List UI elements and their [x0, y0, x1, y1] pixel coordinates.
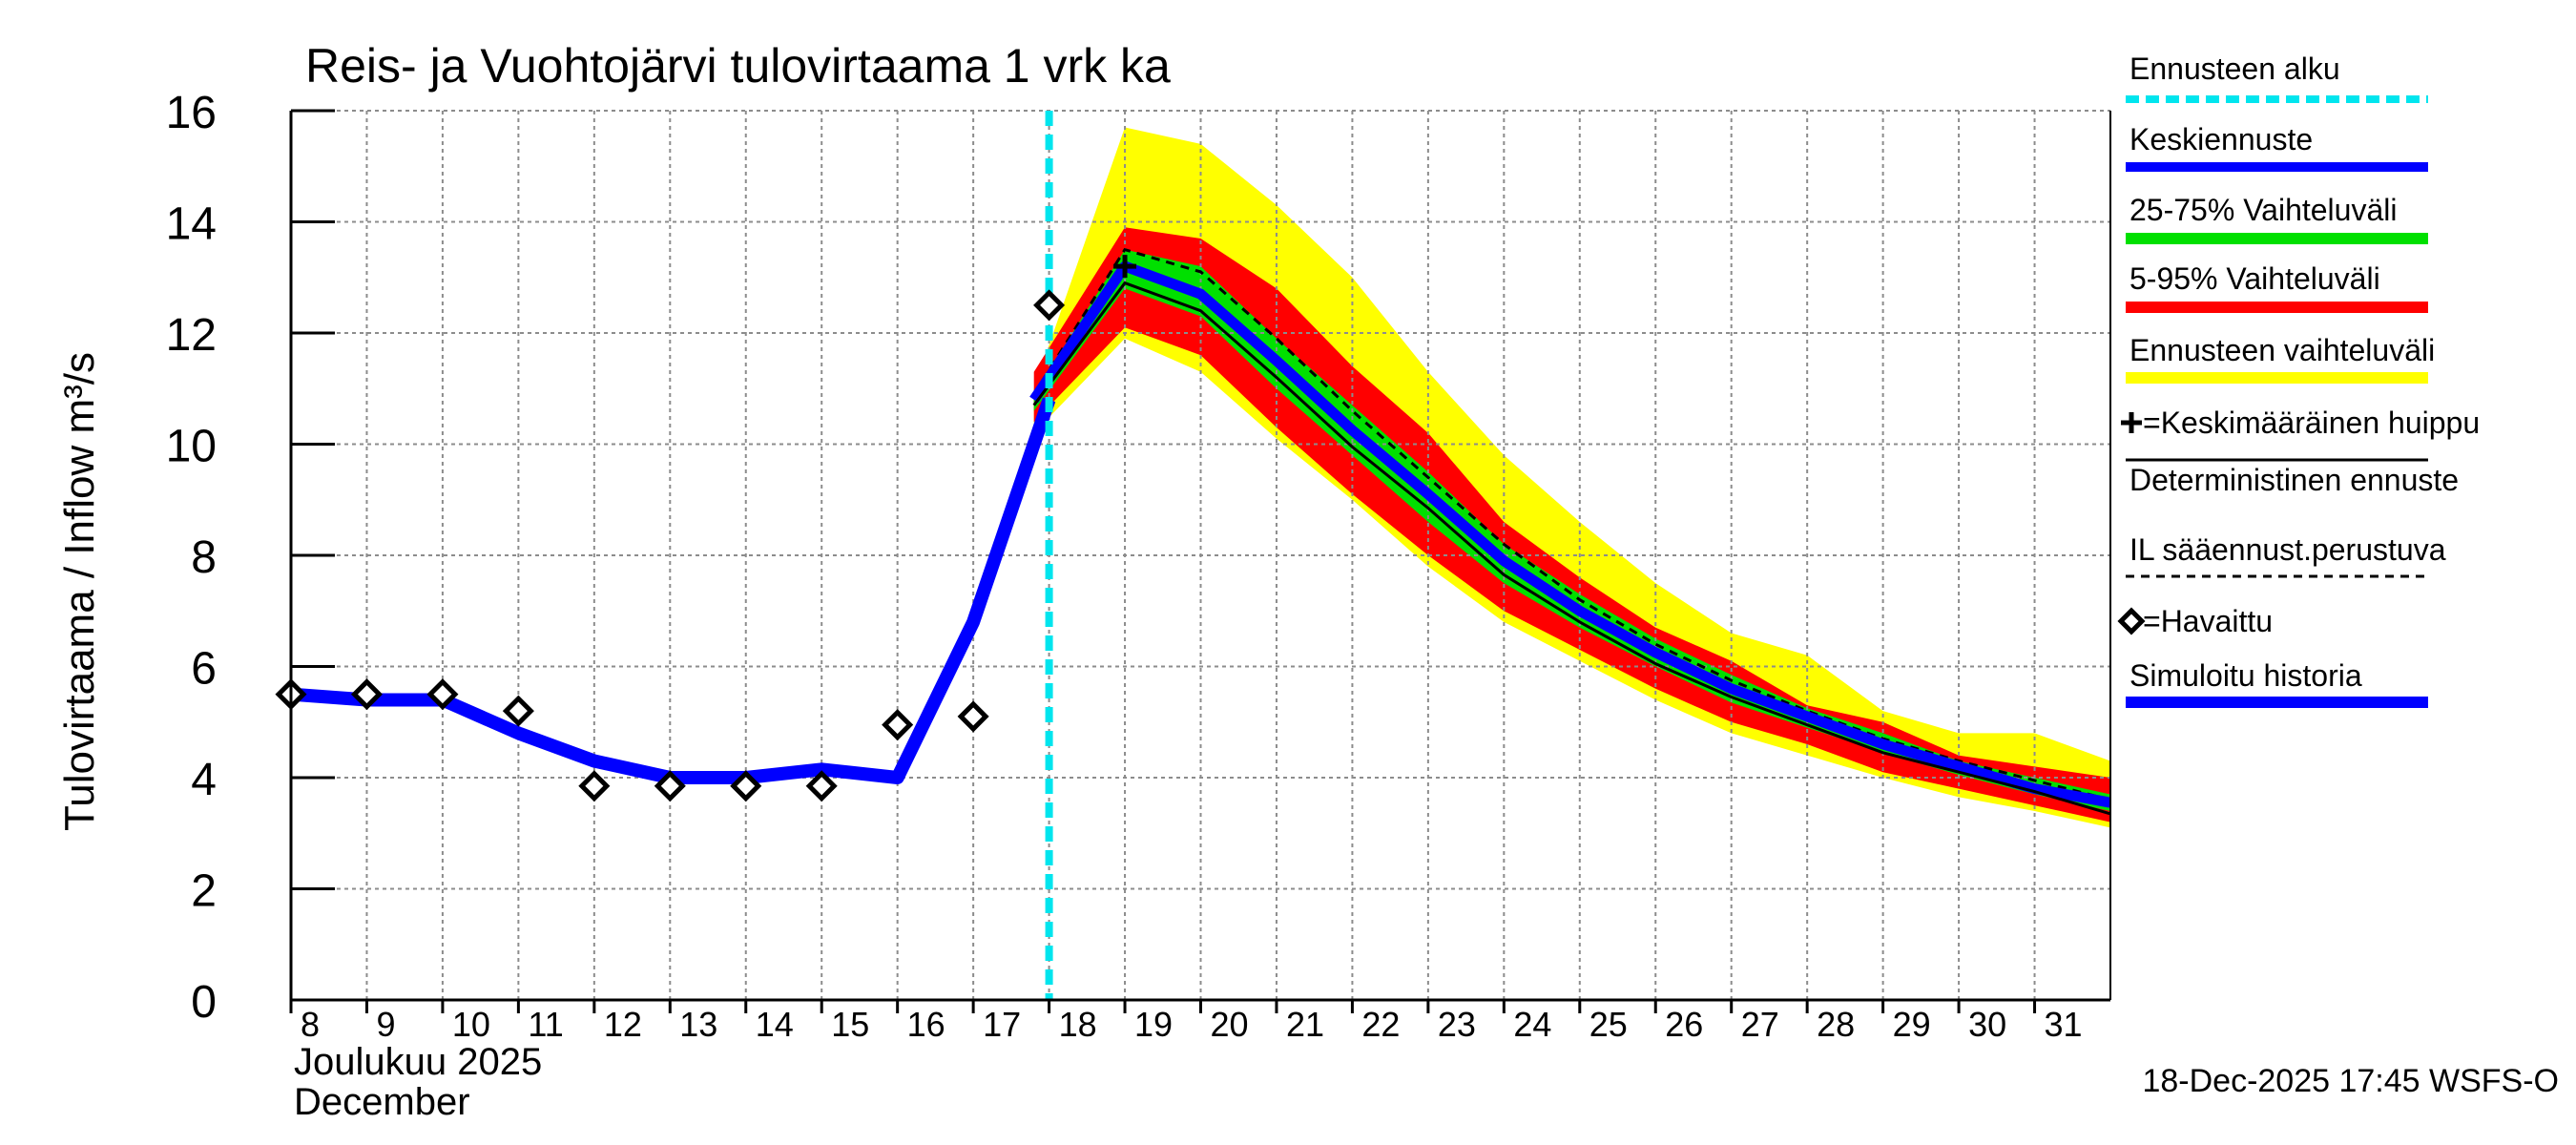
- x-tick-label: 24: [1513, 1005, 1551, 1044]
- y-tick-label: 14: [166, 199, 217, 250]
- legend-label-il: IL sääennust.perustuva: [2129, 532, 2446, 567]
- observed-point: [350, 678, 383, 711]
- legend-label-peak: =Keskimääräinen huippu: [2143, 406, 2480, 440]
- y-tick-label: 10: [166, 422, 217, 472]
- y-tick-label: 6: [191, 644, 217, 695]
- x-tick-label: 9: [376, 1005, 395, 1044]
- x-tick-label: 25: [1589, 1005, 1628, 1044]
- x-tick-label: 30: [1968, 1005, 2006, 1044]
- x-tick-label: 26: [1665, 1005, 1703, 1044]
- y-tick-label: 16: [166, 88, 217, 138]
- x-tick-label: 11: [528, 1005, 563, 1044]
- x-tick-label: 19: [1134, 1005, 1173, 1044]
- y-tick-label: 0: [191, 977, 217, 1028]
- x-tick-label: 8: [301, 1005, 320, 1044]
- observed-markers: [275, 255, 1137, 802]
- chart-title: Reis- ja Vuohtojärvi tulovirtaama 1 vrk …: [305, 39, 1171, 93]
- observed-point: [1033, 289, 1066, 322]
- x-axis-label-english: December: [294, 1081, 470, 1123]
- observed-point: [882, 709, 914, 741]
- x-tick-label: 31: [2045, 1005, 2083, 1044]
- y-tick-label: 4: [191, 755, 217, 805]
- legend-label-deterministic: Deterministinen ennuste: [2129, 463, 2459, 497]
- legend-label-simulated: Simuloitu historia: [2129, 658, 2362, 693]
- x-tick-label: 10: [452, 1005, 490, 1044]
- x-tick-label: 28: [1817, 1005, 1855, 1044]
- deterministic-forecast-line: [1032, 281, 2111, 816]
- grid-lines: [291, 110, 2111, 1000]
- x-tick-label: 23: [1438, 1005, 1476, 1044]
- x-tick-label: 20: [1211, 1005, 1249, 1044]
- timestamp: 18-Dec-2025 17:45 WSFS-O: [2142, 1063, 2559, 1099]
- legend-swatch-peak: [2121, 412, 2142, 433]
- observed-point: [730, 770, 762, 802]
- mean-forecast-line: [1029, 260, 2111, 808]
- x-tick-label: 14: [756, 1005, 794, 1044]
- x-tick-label: 29: [1893, 1005, 1931, 1044]
- x-tick-label: 16: [907, 1005, 945, 1044]
- y-tick-label: 12: [166, 310, 217, 361]
- y-axis-label: Tulovirtaama / Inflow m³/s: [56, 352, 103, 831]
- mean-peak-marker: [1113, 255, 1137, 279]
- legend-label-mean: Keskiennuste: [2129, 122, 2313, 156]
- legend-label-range: Ennusteen vaihteluväli: [2129, 333, 2435, 367]
- observed-point: [654, 770, 686, 802]
- observed-point: [578, 770, 611, 802]
- x-tick-label: 18: [1059, 1005, 1097, 1044]
- x-tick-label: 13: [679, 1005, 717, 1044]
- legend-swatch-observed: [2117, 607, 2146, 635]
- observed-point: [502, 695, 534, 727]
- x-tick-label: 15: [831, 1005, 869, 1044]
- observed-point: [426, 678, 459, 711]
- x-tick-label: 22: [1361, 1005, 1400, 1044]
- x-axis-label-finnish: Joulukuu 2025: [294, 1041, 542, 1083]
- legend-label-forecast_start: Ennusteen alku: [2129, 52, 2340, 86]
- observed-point: [957, 700, 989, 733]
- legend-label-q25_75: 25-75% Vaihteluväli: [2129, 193, 2397, 227]
- x-tick-label: 12: [604, 1005, 642, 1044]
- band-full-range: [1033, 127, 2110, 828]
- legend-label-q5_95: 5-95% Vaihteluväli: [2129, 261, 2380, 296]
- observed-point: [805, 770, 838, 802]
- legend-label-observed: =Havaittu: [2143, 604, 2273, 638]
- x-tick-label: 27: [1741, 1005, 1779, 1044]
- y-tick-label: 2: [191, 866, 217, 917]
- legend: Ennusteen alku Keskiennuste 25-75% Vaihtel…: [2117, 52, 2480, 708]
- il-forecast-line: [1032, 247, 2111, 802]
- x-tick-label: 17: [983, 1005, 1021, 1044]
- y-tick-label: 8: [191, 532, 217, 583]
- x-tick-label: 21: [1286, 1005, 1324, 1044]
